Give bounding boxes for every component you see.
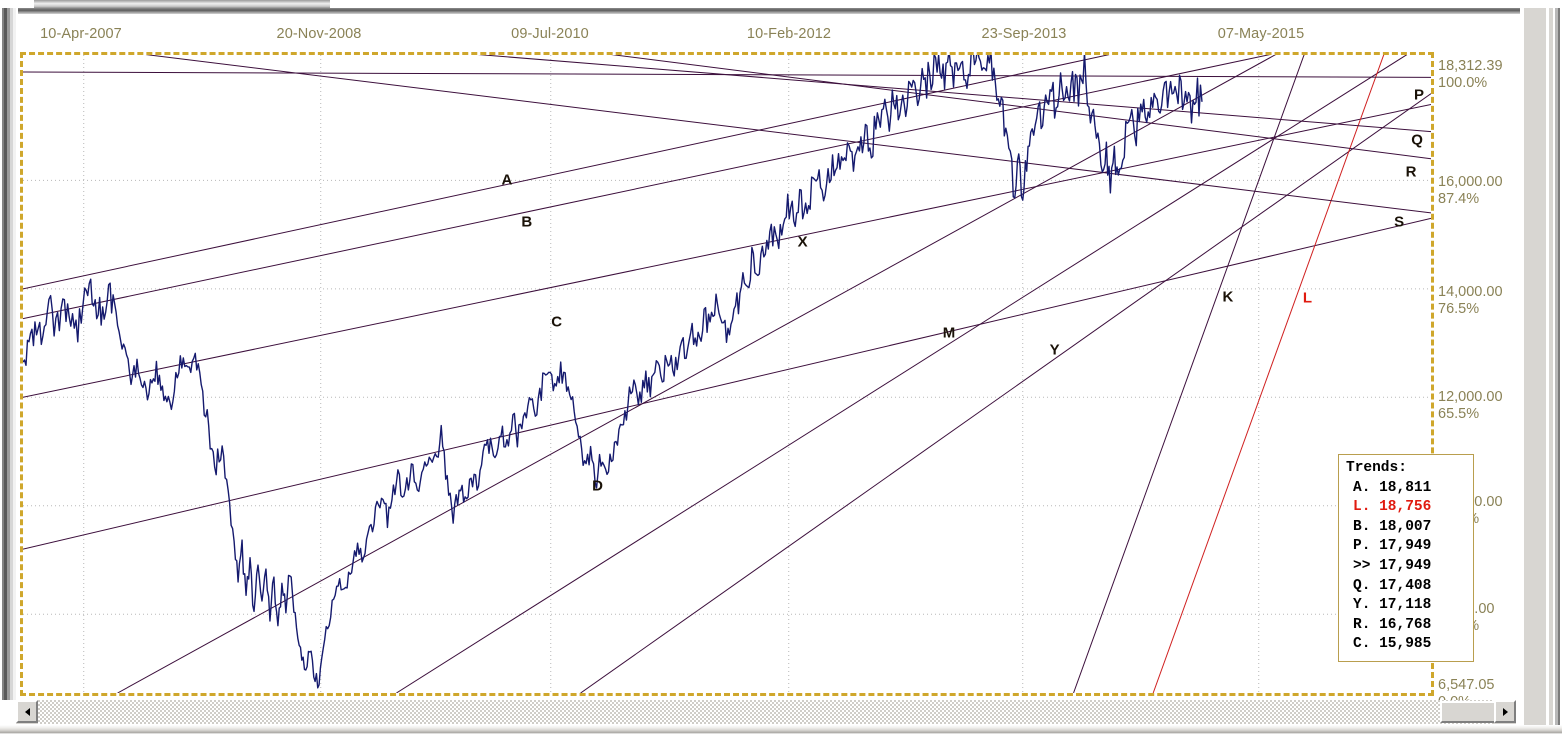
price-tick-value: 16,000.00 [1438, 174, 1503, 190]
trend-legend-value: 17,949 [1379, 538, 1432, 555]
price-series-layer [23, 55, 1203, 689]
window-title-strip [34, 0, 330, 9]
right-arrow-icon [1502, 707, 1508, 716]
trend-legend-value: 17,949 [1379, 557, 1432, 574]
trendline-r [611, 55, 1431, 160]
trend-legend-value: 18,007 [1379, 518, 1432, 535]
price-tick-value: 12,000.00 [1438, 389, 1503, 405]
price-tick-group: 12,000.00 65.5% [1438, 389, 1503, 423]
trend-legend-row[interactable]: A. 18,811 [1345, 479, 1467, 499]
trend-point-label-p: P [1414, 86, 1425, 104]
trend-legend-key: P. [1353, 538, 1371, 555]
date-tick-label: 10-Apr-2007 [40, 26, 122, 42]
window-bevel-right [1520, 8, 1562, 734]
trendline-a [23, 55, 1110, 290]
trendline-y [580, 93, 1431, 693]
trend-legend-key: R. [1353, 616, 1371, 633]
trendlines-layer [23, 55, 1431, 693]
trend-legend-key: A. [1353, 479, 1371, 496]
trend-legend-key: L. [1353, 499, 1371, 516]
scrollbar-thumb[interactable] [1440, 701, 1498, 723]
trend-point-label-r: R [1405, 163, 1417, 181]
price-tick-group: 14,000.00 76.5% [1438, 284, 1503, 318]
trend-legend-row[interactable]: B. 18,007 [1345, 518, 1467, 538]
left-arrow-icon [24, 707, 30, 716]
horizontal-scrollbar[interactable] [16, 700, 1516, 724]
chart-panel: 10-Apr-2007 20-Nov-2008 09-Jul-2010 10-Feb-… [18, 14, 1520, 710]
price-tick-group: 18,312.39 100.0% [1438, 58, 1503, 92]
trend-point-label-l: L [1302, 289, 1313, 307]
trend-legend-row[interactable]: P. 17,949 [1345, 537, 1467, 557]
trend-point-label-a: A [501, 171, 513, 189]
trend-point-label-y: Y [1049, 341, 1060, 359]
trend-point-label-d: D [592, 477, 603, 495]
date-tick-label: 07-May-2015 [1217, 26, 1305, 42]
trend-legend-key: Y. [1353, 597, 1371, 614]
trend-point-label-b: B [521, 213, 533, 231]
trendline-b [23, 55, 1271, 320]
trendline-m [396, 55, 1408, 693]
trend-legend-row[interactable]: C. 15,985 [1345, 635, 1467, 655]
gridlines-layer [23, 55, 1431, 693]
date-tick-label: 09-Jul-2010 [511, 26, 589, 42]
trend-point-label-s: S [1394, 213, 1405, 231]
trend-legend-row[interactable]: Y. 17,118 [1345, 596, 1467, 616]
trendline-c [23, 103, 1431, 398]
trend-legend-row[interactable]: L. 18,756 [1345, 498, 1467, 518]
trend-point-label-k: K [1222, 288, 1234, 306]
trend-legend-value: 18,811 [1379, 479, 1432, 496]
trendline-s [145, 55, 1431, 214]
trend-point-label-m: M [942, 324, 956, 342]
price-tick-value: 14,000.00 [1438, 284, 1503, 300]
trend-legend-value: 18,756 [1379, 499, 1432, 516]
date-tick-label: 10-Feb-2012 [746, 26, 832, 42]
date-tick-label: 23-Sep-2013 [981, 26, 1067, 42]
trend-legend-key: Q. [1353, 577, 1371, 594]
scroll-right-button[interactable] [1494, 700, 1516, 723]
price-line [23, 55, 1203, 689]
trend-point-label-c: C [551, 313, 563, 331]
window-bevel-top [0, 8, 1562, 16]
price-tick-value: 6,547.05 [1438, 677, 1495, 693]
trendline-x [117, 55, 1276, 693]
trend-legend-key: B. [1353, 518, 1371, 535]
trend-legend-value: 15,985 [1379, 636, 1432, 653]
trendline-k [1073, 55, 1305, 693]
trend-legend-row[interactable]: >> 17,949 [1345, 557, 1467, 577]
trend-legend-key: C. [1353, 636, 1371, 653]
date-axis: 10-Apr-2007 20-Nov-2008 09-Jul-2010 10-Feb-… [18, 14, 1520, 50]
date-tick-label: 20-Nov-2008 [276, 26, 362, 42]
trendline-l [1152, 55, 1385, 693]
price-tick-percent: 100.0% [1438, 75, 1488, 91]
trendline-d [23, 217, 1431, 550]
trend-legend-row[interactable]: R. 16,768 [1345, 616, 1467, 636]
price-tick-group: 16,000.00 87.4% [1438, 174, 1503, 208]
scrollbar-track[interactable] [38, 700, 1498, 724]
trend-legend-value: 17,408 [1379, 577, 1432, 594]
price-tick-percent: 87.4% [1438, 191, 1480, 207]
trend-point-label-q: Q [1411, 131, 1423, 149]
trend-point-label-x: X [797, 233, 808, 251]
trend-legend-value: 17,118 [1379, 597, 1432, 614]
price-tick-value: 18,312.39 [1438, 58, 1503, 74]
price-tick-percent: 65.5% [1438, 406, 1480, 422]
price-tick-percent: 76.5% [1438, 301, 1480, 317]
trendline-q [477, 55, 1431, 133]
trends-legend-title: Trends: [1346, 460, 1407, 476]
scroll-left-button[interactable] [16, 700, 38, 723]
trends-legend[interactable]: Trends: A. 18,811 L. 18,756 B. 18,007 P. 17… [1338, 454, 1474, 662]
window-bevel-bottom [0, 725, 1562, 734]
trend-legend-key: >> [1353, 557, 1371, 574]
trend-legend-row[interactable]: Q. 17,408 [1345, 577, 1467, 597]
trend-legend-value: 16,768 [1379, 616, 1432, 633]
window-bevel-left [0, 8, 18, 700]
